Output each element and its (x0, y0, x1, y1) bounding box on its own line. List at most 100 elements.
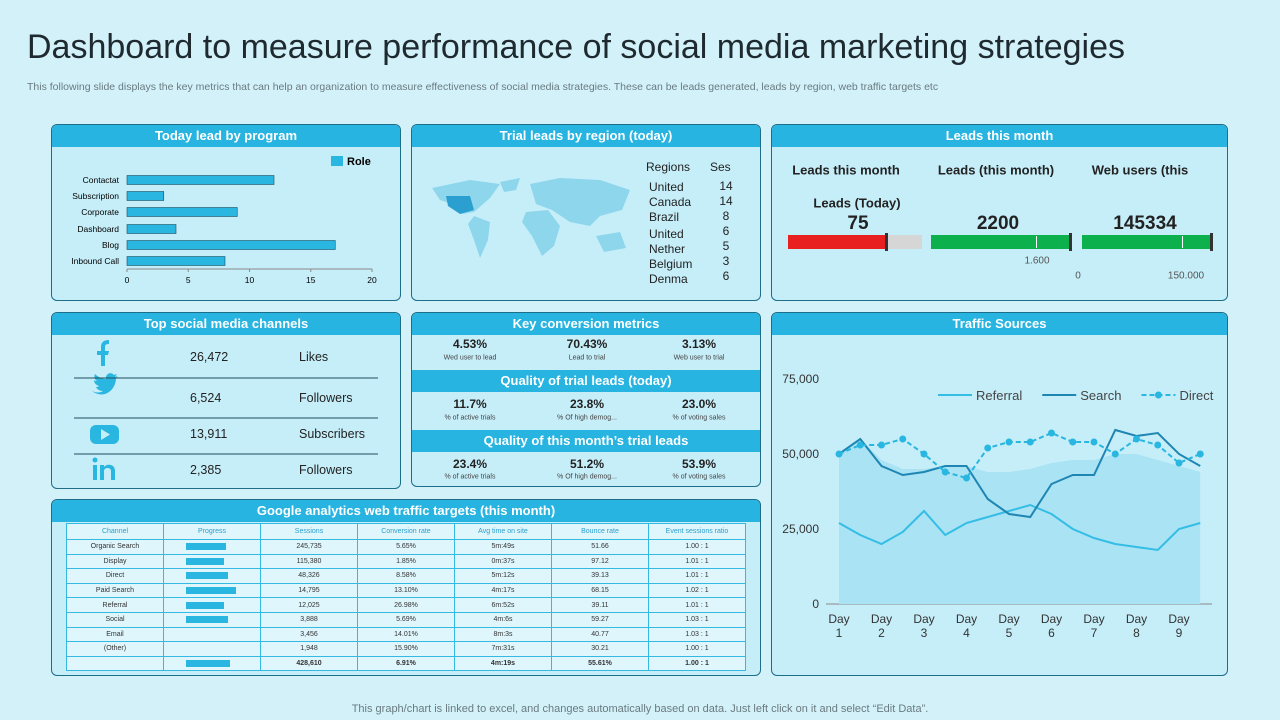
x-tick-label: 20 (367, 275, 377, 285)
social-label: Followers (299, 463, 353, 477)
y-tick-label: Dashboard (77, 224, 119, 234)
region-value: 6 (722, 269, 730, 283)
leads-value: 2200 (976, 213, 1020, 234)
metric-value: 70.43% (566, 337, 608, 351)
metric-value: 53.9% (681, 457, 717, 471)
table-cell: 5.65% (357, 539, 455, 555)
table-cell: 1,948 (260, 641, 358, 657)
x-tick-label: Day 7 (1083, 612, 1105, 640)
social-value: 2,385 (190, 463, 222, 477)
table-cell (163, 626, 261, 643)
region-name: Belgium (649, 256, 693, 271)
metric-label: % Of high demog... (557, 473, 617, 481)
table-cell: Event sessions ratio (648, 523, 746, 540)
progress-bar (186, 601, 224, 609)
scale-label: 150.000 (1167, 270, 1205, 282)
table-cell: 13.10% (357, 582, 455, 599)
metric-value: 51.2% (569, 457, 605, 471)
x-tick-label: 0 (125, 275, 130, 285)
leads-label: Leads this month (792, 162, 900, 178)
progress-bar (186, 543, 226, 551)
legend-label: Role (347, 156, 371, 168)
legend-label: Search (1080, 388, 1121, 403)
separators (74, 377, 378, 455)
table-cell: 115,380 (260, 553, 358, 570)
table-row: Display 115,380 1.85% 0m:37s 97.12 1.01 : 1 (66, 553, 746, 570)
legend-swatch (331, 156, 343, 166)
region-name: Canada (649, 195, 692, 209)
x-tick-label: Day 3 (913, 612, 935, 640)
bar (126, 224, 177, 234)
social-panel: Top social media channels (51, 312, 401, 489)
metric-label: % Of high demog... (557, 414, 617, 422)
region-value: 14 (719, 179, 733, 193)
social-icons (90, 340, 119, 480)
panel-header: Quality of this month’s trial leads (412, 430, 760, 452)
scale-label: 0 (1075, 270, 1081, 282)
y-tick-label: Inbound Call (71, 256, 119, 266)
footer: This graph/chart is linked to excel, and… (351, 703, 929, 715)
metric-label: % of voting sales (672, 414, 726, 422)
bar (126, 175, 275, 185)
y-tick-label: 0 (812, 597, 819, 611)
point (984, 444, 992, 452)
metric-label: % of active trials (444, 414, 496, 422)
x-tick-label: 15 (306, 275, 316, 285)
social-label: Followers (299, 391, 353, 405)
table-cell: Sessions (260, 523, 358, 540)
point (963, 474, 970, 482)
point (1196, 450, 1204, 458)
x-tick-label: Day 2 (870, 612, 893, 640)
progress-bar (186, 587, 236, 595)
table-cell: Organic Search (66, 539, 164, 555)
scale-label: 1.600 (1024, 255, 1050, 267)
table-cell: 40.77 (551, 626, 649, 643)
table-cell (163, 655, 261, 672)
point (1133, 435, 1140, 443)
point (1069, 438, 1077, 446)
legend-point (1154, 391, 1162, 399)
y-tick-label: Blog (102, 240, 119, 250)
table-cell: Progress (163, 523, 261, 540)
title: Dashboard to measure performance of soci… (27, 28, 1125, 66)
table-cell: 0m:37s (454, 553, 552, 570)
metric-value: 4.53% (452, 337, 488, 351)
metric-value: 23.0% (681, 397, 717, 411)
table-row: Channel Progress Sessions Conversion rate Av… (66, 523, 746, 540)
y-tick-label: Subscription (72, 191, 119, 201)
x-tick-label: Day 5 (998, 612, 1020, 640)
point (1154, 441, 1162, 449)
panel-header: Leads this month (772, 125, 1227, 147)
table-cell: 428,610 (260, 655, 358, 672)
y-tick-label: Contactat (83, 175, 120, 185)
x-tick-label: 5 (186, 275, 191, 285)
table-cell: 8m:3s (454, 626, 552, 643)
table-row: (Other) 1,948 15.90% 7m:31s 30.21 1.00 : 1 (66, 641, 746, 657)
table-cell (163, 582, 261, 599)
table-cell (163, 641, 261, 657)
panel-header: Traffic Sources (772, 313, 1227, 335)
panel-header: Top social media channels (52, 313, 400, 335)
social-label: Subscribers (299, 427, 365, 441)
region-value: 5 (722, 239, 730, 253)
legend-label: Referral (976, 388, 1022, 403)
table-cell: Direct (66, 568, 164, 584)
leads-value: 145334 (1113, 213, 1177, 234)
progress-bar (186, 660, 230, 668)
y-tick-label: Corporate (81, 207, 119, 217)
table-cell: 5.69% (357, 611, 455, 628)
world-map (432, 178, 630, 258)
region-name: Brazil (649, 210, 680, 224)
table-row: Referral 12,025 26.98% 6m:52s 39.11 1.01 : 1 (66, 597, 746, 613)
metric-value: 23.8% (569, 397, 605, 411)
table-row: Paid Search 14,795 13.10% 4m:17s 68.15 1.02 :… (66, 582, 746, 599)
x-tick-label: Day 6 (1040, 612, 1063, 640)
region-name: Denma (649, 271, 688, 286)
metric-label: % of voting sales (672, 473, 726, 481)
table-cell: 1.03 : 1 (648, 626, 746, 643)
point (1111, 450, 1119, 458)
line (838, 431, 1201, 480)
table-cell: 59.27 (551, 611, 649, 628)
